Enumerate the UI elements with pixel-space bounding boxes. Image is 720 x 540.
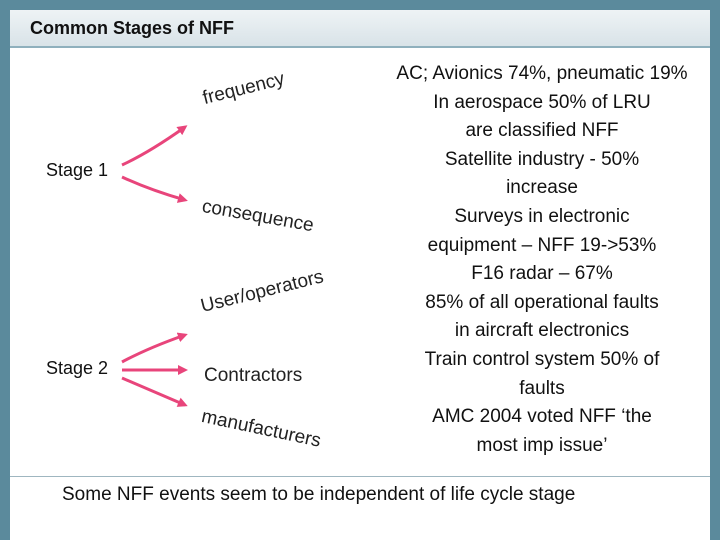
title-bar: Common Stages of NFF xyxy=(10,10,710,48)
statistics-list: AC; Avionics 74%, pneumatic 19% In aeros… xyxy=(362,60,720,460)
footer-bar xyxy=(10,476,710,533)
fact-line: in aircraft electronics xyxy=(454,320,630,342)
fact-line: In aerospace 50% of LRU xyxy=(433,91,651,113)
stage-2-label: Stage 2 xyxy=(46,358,109,378)
arrow-stage1-to-frequency xyxy=(121,125,188,167)
arrow-stage2-to-manufacturers xyxy=(121,376,188,407)
fact-line: 85% of all operational faults xyxy=(425,291,659,313)
fact-line: faults xyxy=(519,377,565,399)
fact-line: F16 radar – 67% xyxy=(471,263,613,285)
contractors-label: Contractors xyxy=(204,365,303,386)
arrow-stage1-to-consequence xyxy=(121,175,188,203)
frame-right-border xyxy=(710,0,720,540)
fact-line: are classified NFF xyxy=(465,120,619,142)
fact-line: most imp issue’ xyxy=(476,434,608,456)
fact-line: equipment – NFF 19->53% xyxy=(427,234,657,256)
fact-line: Satellite industry - 50% xyxy=(444,148,640,170)
fact-line: Surveys in electronic xyxy=(454,205,630,227)
fact-line: increase xyxy=(506,177,578,199)
arrow-stage2-to-user-operators xyxy=(121,332,188,364)
footer-note: Some NFF events seem to be independent o… xyxy=(62,484,576,505)
frame-left-border xyxy=(0,0,10,540)
fact-line: AMC 2004 voted NFF ‘the xyxy=(432,406,652,428)
fact-line: AC; Avionics 74%, pneumatic 19% xyxy=(396,63,688,84)
slide-title: Common Stages of NFF xyxy=(30,18,235,38)
frame-top-border xyxy=(0,0,720,10)
stage-1-label: Stage 1 xyxy=(46,160,109,180)
fact-line: Train control system 50% of xyxy=(424,348,660,370)
